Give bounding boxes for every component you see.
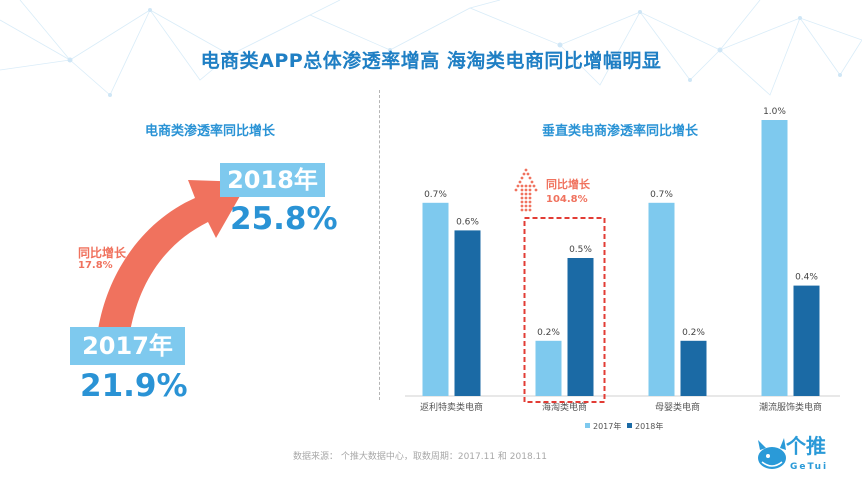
legend-swatch-0: [585, 423, 590, 428]
section-divider: [379, 90, 380, 400]
bar-2018-1: [567, 258, 594, 396]
data-label-2017-3: 1.0%: [763, 107, 786, 117]
bar-2017-1: [535, 340, 562, 396]
value-2017: 21.9%: [80, 368, 188, 404]
highlight-value: 104.8%: [546, 194, 588, 205]
data-label-2017-1: 0.2%: [537, 328, 560, 338]
data-source-note: 数据来源： 个推大数据中心，取数周期：2017.11 和 2018.11: [292, 452, 548, 462]
logo-name: 个推: [786, 434, 826, 458]
vertical-ecommerce-bar-chart: 0.7% 0.6% 返利特卖类电商 0.2% 0.5% 海淘类电商 0.7% 0.2% 母婴类电…: [405, 107, 840, 431]
bar-2017-2: [648, 202, 675, 396]
page-title: 电商类APP总体渗透率增高 海淘类电商同比增幅明显: [200, 50, 662, 72]
growth-label: 同比增长: [78, 246, 127, 260]
highlight-arrow-icon: [514, 168, 538, 212]
year-2017-badge: 2017年: [70, 327, 185, 365]
highlight-box: [523, 217, 606, 403]
data-label-2018-1: 0.5%: [569, 245, 592, 255]
bar-2018-0: [454, 230, 481, 396]
data-label-2017-2: 0.7%: [650, 190, 673, 200]
category-label-3: 潮流服饰类电商: [759, 401, 822, 413]
bar-2017-3: [761, 120, 788, 396]
highlight-label: 同比增长: [546, 177, 591, 191]
data-label-2018-2: 0.2%: [682, 328, 705, 338]
legend-label-0: 2017年: [593, 421, 621, 431]
category-label-2: 母婴类电商: [655, 401, 700, 413]
value-2018: 25.8%: [230, 201, 338, 237]
getui-whale-logo-icon: [758, 438, 786, 469]
growth-arrow: [98, 180, 248, 332]
legend-swatch-1: [627, 423, 632, 428]
data-label-2018-0: 0.6%: [456, 217, 479, 227]
growth-value: 17.8%: [78, 260, 113, 271]
bar-2018-3: [793, 285, 820, 396]
left-subtitle: 电商类渗透率同比增长: [144, 124, 275, 139]
category-label-1: 海淘类电商: [542, 401, 587, 413]
logo-sub: GeTui: [790, 462, 829, 472]
legend-label-1: 2018年: [635, 421, 663, 431]
data-label-2017-0: 0.7%: [424, 190, 447, 200]
data-label-2018-3: 0.4%: [795, 273, 818, 283]
right-subtitle: 垂直类电商渗透率同比增长: [541, 124, 698, 139]
category-label-0: 返利特卖类电商: [420, 401, 483, 413]
bar-2018-2: [680, 340, 707, 396]
bar-2017-0: [422, 202, 449, 396]
year-2018-badge: 2018年: [220, 163, 325, 197]
